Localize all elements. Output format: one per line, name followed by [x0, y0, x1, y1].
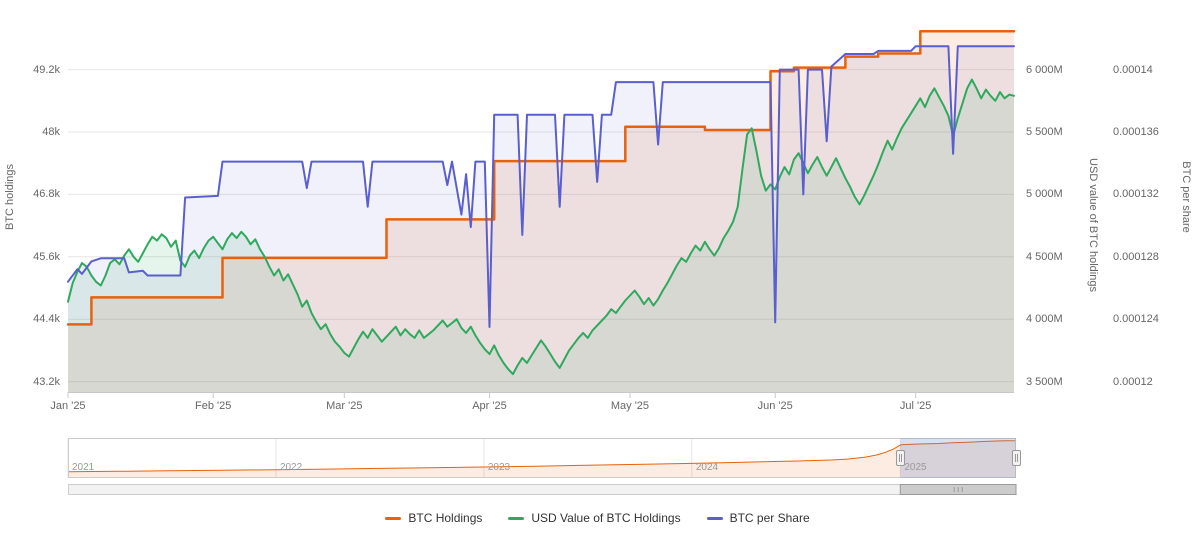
legend-label-btc-per-share: BTC per Share — [729, 511, 810, 525]
navigator-selected-range[interactable] — [900, 438, 1016, 478]
navigator-left-handle[interactable] — [895, 450, 905, 466]
navigator-year-label: 2023 — [487, 462, 511, 473]
legend-item-usd-value[interactable]: USD Value of BTC Holdings — [508, 511, 681, 525]
y-axis-share-tick-label: 0.000128 — [1113, 250, 1159, 263]
btc-holdings-area — [68, 31, 1014, 392]
usd-value-area — [68, 79, 1014, 392]
legend-label-usd-value: USD Value of BTC Holdings — [531, 511, 681, 525]
y-axis-left-tick-label: 46.8k — [33, 188, 60, 201]
x-axis-month-label: Jan '25 — [50, 400, 86, 412]
y-axis-left-tick-label: 48k — [42, 126, 60, 139]
navigator-year-label: 2022 — [279, 462, 303, 473]
x-axis-month-label: May '25 — [610, 400, 650, 412]
x-axis-month-label: Jul '25 — [899, 400, 932, 412]
usd-axis-title: USD value of BTC holdings — [1087, 158, 1099, 292]
y-axis-share-tick-label: 0.00012 — [1113, 375, 1153, 388]
legend-marker-btc-per-share — [706, 516, 723, 520]
share-axis-title: BTC per share — [1180, 161, 1192, 233]
y-axis-share-tick-label: 0.000124 — [1113, 313, 1159, 326]
y-axis-usd-tick-label: 3 500M — [1026, 375, 1063, 388]
x-axis-month-label: Jun '25 — [757, 400, 793, 412]
y-axis-usd-tick-label: 4 500M — [1026, 250, 1063, 263]
btc-per-share-line — [67, 45, 1015, 328]
y-axis-usd-tick-label: 6 000M — [1026, 63, 1063, 76]
scrollbar-track[interactable] — [68, 484, 1016, 495]
left-axis-title: BTC holdings — [4, 163, 16, 231]
navigator-year-label: 2021 — [72, 462, 95, 473]
y-axis-usd-tick-label: 5 000M — [1026, 188, 1063, 201]
legend-marker-usd-value — [508, 516, 525, 520]
y-axis-share-tick-label: 0.000132 — [1113, 188, 1159, 201]
btc-per-share-area — [68, 46, 1014, 392]
legend-label-btc-holdings: BTC Holdings — [408, 511, 483, 525]
btc-holdings-line — [66, 29, 1016, 326]
y-axis-left-tick-label: 45.6k — [33, 250, 60, 263]
x-axis-month-label: Apr '25 — [472, 400, 507, 412]
x-axis-month-label: Feb '25 — [194, 400, 232, 412]
chart-legend: BTC Holdings USD Value of BTC Holdings B… — [0, 511, 1195, 525]
x-axis-month-label: Mar '25 — [326, 400, 363, 412]
navigator-series-area — [68, 440, 1016, 478]
y-axis-left-tick-label: 44.4k — [33, 313, 60, 326]
y-axis-left-tick-label: 49.2k — [33, 63, 60, 76]
navigator-right-handle[interactable] — [1011, 450, 1021, 466]
y-axis-left-tick-label: 43.2k — [33, 375, 60, 388]
y-axis-usd-tick-label: 4 000M — [1026, 313, 1063, 326]
navigator-year-label: 2024 — [695, 462, 719, 473]
legend-item-btc-holdings[interactable]: BTC Holdings — [385, 511, 482, 525]
legend-marker-btc-holdings — [385, 516, 402, 520]
navigator-year-label: 2025 — [904, 462, 927, 473]
y-axis-share-tick-label: 0.000136 — [1113, 126, 1159, 139]
y-axis-share-tick-label: 0.00014 — [1113, 63, 1153, 76]
y-axis-usd-tick-label: 5 500M — [1026, 126, 1063, 139]
legend-item-btc-per-share[interactable]: BTC per Share — [706, 511, 810, 525]
usd-value-line — [67, 78, 1015, 376]
navigator-series-line — [67, 440, 1016, 473]
